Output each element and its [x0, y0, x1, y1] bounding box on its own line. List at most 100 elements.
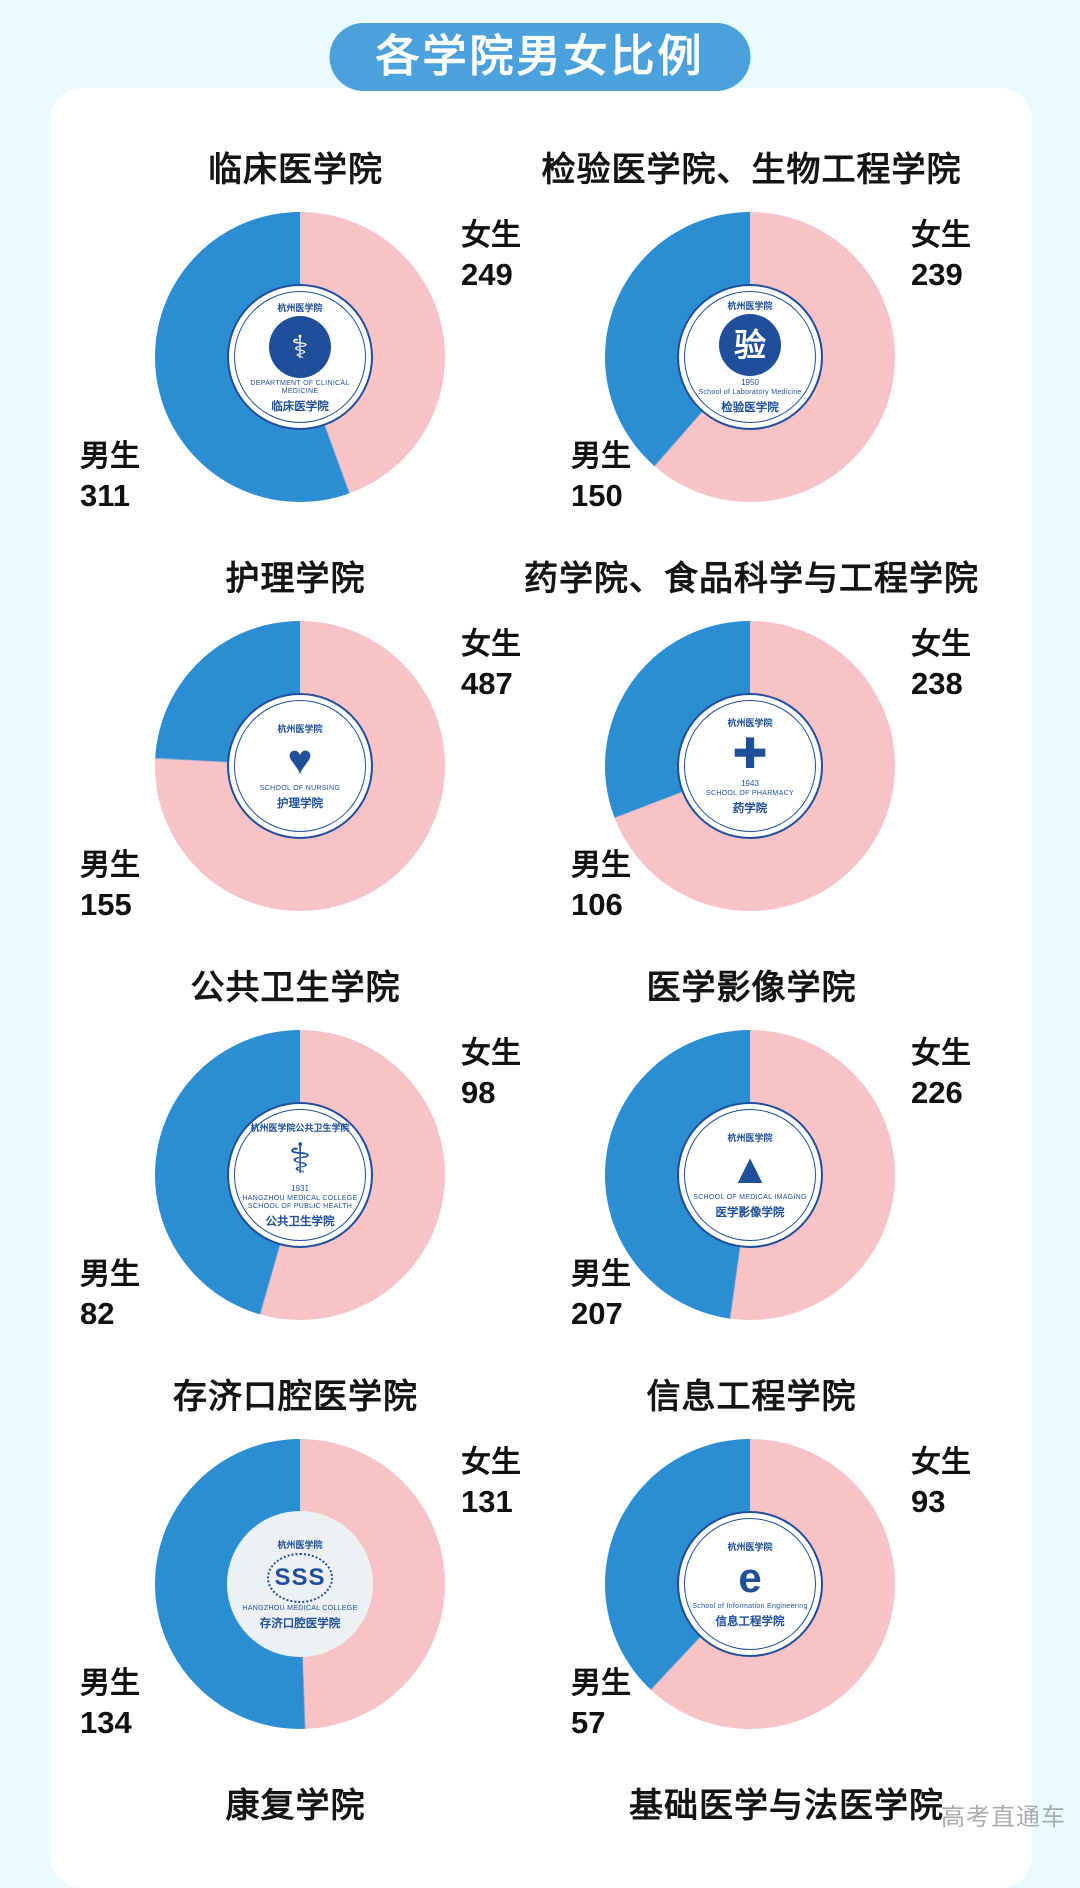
seal-university-name: 杭州医学院 [277, 723, 323, 734]
college-seal: 杭州医学院 SSS HANGZHOU MEDICAL COLLEGE 存济口腔医… [227, 1511, 373, 1657]
college-chart-cell: 药学院、食品科学与工程学院 杭州医学院 ✚ 1943 SCHOOL OF PHA… [524, 557, 1032, 966]
seal-university-name: 杭州医学院 [277, 1539, 323, 1550]
college-title: 公共卫生学院 [190, 969, 401, 1007]
charts-grid: 临床医学院 杭州医学院 ⚕ DEPARTMENT OF CLINICAL MED… [50, 88, 1032, 1784]
male-label-text: 男生 [571, 849, 631, 882]
content-card: 临床医学院 杭州医学院 ⚕ DEPARTMENT OF CLINICAL MED… [50, 88, 1032, 1888]
female-label-text: 女生 [461, 219, 521, 252]
gender-pie-chart: 杭州医学院 ▲ SCHOOL OF MEDICAL IMAGING 医学影像学院… [541, 1030, 1032, 1331]
gender-pie-chart: 杭州医学院 ✚ 1943 SCHOOL OF PHARMACY 药学院 女生 2… [541, 621, 1032, 924]
gender-pie-chart: 杭州医学院 ♥ SCHOOL OF NURSING 护理学院 女生 487 男生… [50, 621, 541, 924]
female-count-label: 女生 487 [461, 625, 521, 703]
male-count: 57 [571, 1705, 606, 1740]
pie: 杭州医学院公共卫生学院 ⚕ 1931 HANGZHOU MEDICAL COLL… [155, 1030, 445, 1320]
male-count: 311 [80, 478, 131, 513]
female-count-label: 女生 98 [461, 1034, 521, 1112]
college-chart-cell: 护理学院 杭州医学院 ♥ SCHOOL OF NURSING 护理学院 女生 4… [50, 557, 541, 966]
seal-ring-text: SCHOOL OF PHARMACY [706, 790, 794, 797]
college-seal: 杭州医学院 ♥ SCHOOL OF NURSING 护理学院 [227, 693, 373, 839]
college-emblem-icon: e [738, 1553, 762, 1601]
seal-university-name: 杭州医学院 [727, 718, 773, 728]
female-count: 249 [461, 257, 513, 292]
female-label-text: 女生 [461, 628, 521, 661]
male-label-text: 男生 [571, 440, 631, 473]
female-label-text: 女生 [911, 1446, 971, 1479]
male-count-label: 男生 82 [80, 1255, 140, 1333]
college-emblem-icon: ♥ [287, 735, 313, 783]
male-label-text: 男生 [80, 1258, 140, 1291]
male-count-label: 男生 106 [571, 846, 631, 924]
seal-ring-text: SCHOOL OF NURSING [259, 784, 341, 792]
college-title: 基础医学与法医学院 [629, 1787, 944, 1825]
college-chart-cell: 公共卫生学院 杭州医学院公共卫生学院 ⚕ 1931 HANGZHOU MEDIC… [50, 966, 541, 1375]
college-emblem-icon: 验 [719, 314, 781, 376]
gender-pie-chart: 杭州医学院 e School of Information Engineerin… [541, 1439, 1032, 1742]
pie: 杭州医学院 ▲ SCHOOL OF MEDICAL IMAGING 医学影像学院 [605, 1030, 895, 1320]
male-count-label: 男生 57 [571, 1664, 631, 1742]
gender-pie-chart: 杭州医学院 ⚕ DEPARTMENT OF CLINICAL MEDICINE … [50, 212, 541, 515]
pie: 杭州医学院 ⚕ DEPARTMENT OF CLINICAL MEDICINE … [155, 212, 445, 502]
female-count-label: 女生 238 [911, 625, 971, 703]
college-chart-cell: 检验医学院、生物工程学院 杭州医学院 验 1950 School of Labo… [541, 148, 1032, 557]
college-title: 护理学院 [225, 560, 366, 598]
seal-university-name: 杭州医学院 [727, 301, 773, 311]
male-count-label: 男生 155 [80, 846, 140, 924]
seal-college-name: 公共卫生学院 [265, 1216, 335, 1228]
college-emblem-icon: ✚ [732, 730, 768, 777]
male-count-label: 男生 311 [80, 437, 140, 515]
female-count: 239 [911, 257, 963, 292]
female-count: 238 [911, 666, 963, 701]
male-count: 106 [571, 887, 623, 922]
pie: 杭州医学院 e School of Information Engineerin… [605, 1439, 895, 1729]
college-emblem-icon: ▲ [729, 1144, 771, 1192]
college-seal: 杭州医学院 验 1950 School of Laboratory Medici… [677, 284, 823, 430]
male-count: 150 [571, 478, 623, 513]
gender-pie-chart: 杭州医学院公共卫生学院 ⚕ 1931 HANGZHOU MEDICAL COLL… [50, 1030, 541, 1333]
seal-university-name: 杭州医学院 [727, 1541, 773, 1552]
pie: 杭州医学院 ♥ SCHOOL OF NURSING 护理学院 [155, 621, 445, 911]
seal-ring-text: HANGZHOU MEDICAL COLLEGE SCHOOL OF PUBLI… [242, 1195, 358, 1210]
male-label-text: 男生 [80, 849, 140, 882]
college-title: 检验医学院、生物工程学院 [541, 151, 962, 189]
seal-ring-text: HANGZHOU MEDICAL COLLEGE [242, 1604, 358, 1612]
female-label-text: 女生 [911, 219, 971, 252]
male-label-text: 男生 [571, 1258, 631, 1291]
male-label-text: 男生 [80, 1667, 140, 1700]
seal-college-name: 药学院 [732, 803, 768, 815]
college-seal: 杭州医学院 ▲ SCHOOL OF MEDICAL IMAGING 医学影像学院 [677, 1102, 823, 1248]
male-count-label: 男生 150 [571, 437, 631, 515]
pie: 杭州医学院 验 1950 School of Laboratory Medici… [605, 212, 895, 502]
seal-university-name: 杭州医学院公共卫生学院 [250, 1123, 350, 1133]
female-count: 131 [461, 1484, 513, 1519]
college-emblem-icon: SSS [267, 1552, 333, 1603]
male-label-text: 男生 [80, 440, 140, 473]
pie: 杭州医学院 SSS HANGZHOU MEDICAL COLLEGE 存济口腔医… [155, 1439, 445, 1729]
seal-college-name: 临床医学院 [271, 400, 329, 413]
college-seal: 杭州医学院 ⚕ DEPARTMENT OF CLINICAL MEDICINE … [227, 284, 373, 430]
male-count: 82 [80, 1296, 115, 1331]
male-count: 134 [80, 1705, 132, 1740]
seal-ring-text: DEPARTMENT OF CLINICAL MEDICINE [250, 379, 350, 395]
college-title: 临床医学院 [208, 151, 383, 189]
seal-ring-text: SCHOOL OF MEDICAL IMAGING [693, 1193, 807, 1201]
college-emblem-icon: ⚕ [269, 315, 331, 378]
pie: 杭州医学院 ✚ 1943 SCHOOL OF PHARMACY 药学院 [605, 621, 895, 911]
seal-college-name: 信息工程学院 [715, 1615, 785, 1628]
college-seal: 杭州医学院公共卫生学院 ⚕ 1931 HANGZHOU MEDICAL COLL… [227, 1102, 373, 1248]
seal-founding-year: 1931 [291, 1184, 309, 1193]
college-seal: 杭州医学院 ✚ 1943 SCHOOL OF PHARMACY 药学院 [677, 693, 823, 839]
college-emblem-icon: ⚕ [288, 1135, 312, 1182]
seal-university-name: 杭州医学院 [277, 302, 323, 313]
gender-pie-chart: 杭州医学院 验 1950 School of Laboratory Medici… [541, 212, 1032, 515]
college-title: 药学院、食品科学与工程学院 [524, 560, 979, 598]
page-title: 各学院男女比例 [329, 23, 751, 91]
female-count: 93 [911, 1484, 946, 1519]
male-count: 207 [571, 1296, 623, 1331]
seal-college-name: 护理学院 [277, 797, 323, 810]
college-chart-cell: 医学影像学院 杭州医学院 ▲ SCHOOL OF MEDICAL IMAGING… [541, 966, 1032, 1375]
female-count-label: 女生 226 [911, 1034, 971, 1112]
college-title: 医学影像学院 [646, 969, 857, 1007]
seal-college-name: 检验医学院 [721, 402, 779, 414]
female-count-label: 女生 131 [461, 1443, 521, 1521]
